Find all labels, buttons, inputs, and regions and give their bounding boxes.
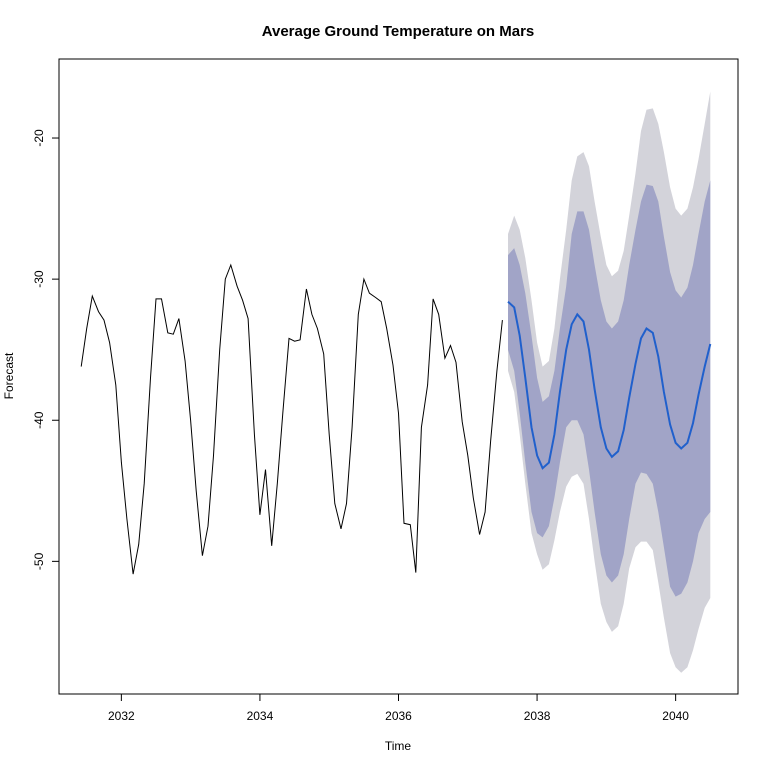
band-80-area bbox=[508, 180, 711, 597]
x-tick-label: 2040 bbox=[662, 709, 689, 723]
x-axis: 2032 2034 2036 2038 2040 bbox=[108, 693, 689, 723]
forecast-mean-line bbox=[507, 300, 712, 470]
series-lines bbox=[80, 263, 712, 575]
chart-title: Average Ground Temperature on Mars bbox=[262, 23, 535, 40]
y-tick-label: -20 bbox=[32, 129, 46, 147]
x-axis-label: Time bbox=[385, 739, 412, 753]
history-line bbox=[80, 263, 503, 575]
x-tick-label: 2038 bbox=[524, 709, 551, 723]
x-tick-label: 2032 bbox=[108, 709, 135, 723]
y-axis-label: Forecast bbox=[2, 352, 16, 399]
x-tick-label: 2036 bbox=[385, 709, 412, 723]
confidence-bands bbox=[508, 91, 711, 673]
y-axis: -50 -40 -30 -20 bbox=[32, 129, 60, 570]
x-tick-label: 2034 bbox=[247, 709, 274, 723]
y-tick-label: -50 bbox=[32, 552, 46, 570]
y-tick-label: -40 bbox=[32, 411, 46, 429]
y-tick-label: -30 bbox=[32, 270, 46, 288]
